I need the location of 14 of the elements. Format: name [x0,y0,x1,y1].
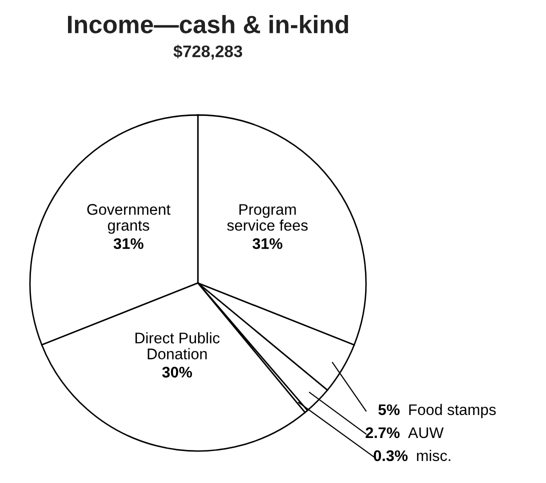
slice-label: AUW [408,427,444,438]
data-label: 2.7% [366,427,400,438]
slice-label: misc. [417,450,450,462]
chart-subtitle: $728,283 [173,44,242,60]
slice-label: Direct Public Donation [135,332,220,360]
data-label: 30% [162,366,192,378]
data-label: 5% [378,404,400,416]
data-label: 31% [252,238,282,250]
data-label: 0.3% [374,450,408,462]
slice-label: Government grants [87,204,170,234]
slice-label: Program service fees [227,204,308,231]
slice-label: Food stamps [409,404,496,418]
data-label: 31% [114,238,144,250]
chart-title: Income—cash & in-kind [68,15,348,34]
